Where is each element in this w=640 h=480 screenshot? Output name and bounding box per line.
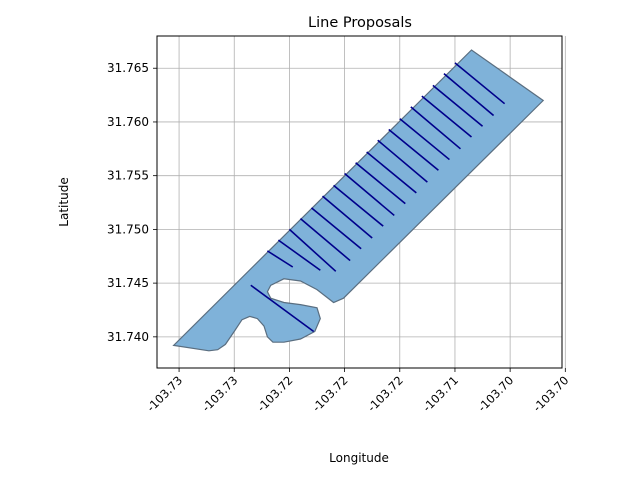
y-tick-label: 31.760	[107, 115, 149, 129]
proposed-line	[299, 218, 351, 262]
x-tick-label: -103.70	[530, 373, 571, 414]
proposed-line	[399, 118, 450, 161]
y-tick-label: 31.745	[107, 276, 149, 290]
y-axis-label: Latitude	[57, 177, 71, 226]
proposed-line	[250, 284, 315, 333]
y-tick-label: 31.740	[107, 330, 149, 344]
proposed-line	[344, 172, 395, 217]
proposed-line	[366, 151, 417, 194]
proposed-line	[333, 184, 384, 227]
x-axis-ticks: -103.73 -103.73 -103.72 -103.72 -103.72 -103.…	[144, 368, 571, 415]
y-tick-label: 31.750	[107, 222, 149, 236]
line-proposals-layer	[250, 62, 506, 333]
survey-area-polygon	[172, 49, 545, 352]
proposed-line	[454, 62, 506, 105]
axes-frame	[156, 35, 563, 369]
proposed-line	[277, 239, 321, 271]
y-axis-ticks: 31.740 31.745 31.750 31.755 31.760 31.765	[107, 61, 157, 344]
proposed-line	[377, 139, 428, 183]
proposed-line	[388, 128, 439, 171]
x-tick-label: -103.73	[199, 373, 240, 414]
x-tick-label: -103.73	[144, 373, 185, 414]
survey-area-layer	[172, 49, 545, 352]
x-tick-label: -103.72	[254, 373, 295, 414]
y-tick-label: 31.765	[107, 61, 149, 75]
proposed-line	[432, 84, 484, 127]
proposed-line	[266, 250, 294, 268]
x-tick-label: -103.72	[365, 373, 406, 414]
proposed-line	[355, 162, 406, 205]
proposed-line	[410, 106, 461, 150]
y-tick-label: 31.755	[107, 169, 149, 183]
proposed-line	[288, 228, 337, 272]
x-tick-label: -103.70	[475, 373, 516, 414]
x-tick-label: -103.72	[309, 373, 350, 414]
proposed-line	[322, 195, 373, 239]
proposed-line	[443, 72, 495, 117]
x-axis-label: Longitude	[329, 451, 389, 465]
x-tick-label: -103.71	[420, 373, 461, 414]
proposed-line	[310, 207, 362, 250]
chart-title: Line Proposals	[308, 15, 412, 31]
proposed-line	[421, 95, 473, 138]
